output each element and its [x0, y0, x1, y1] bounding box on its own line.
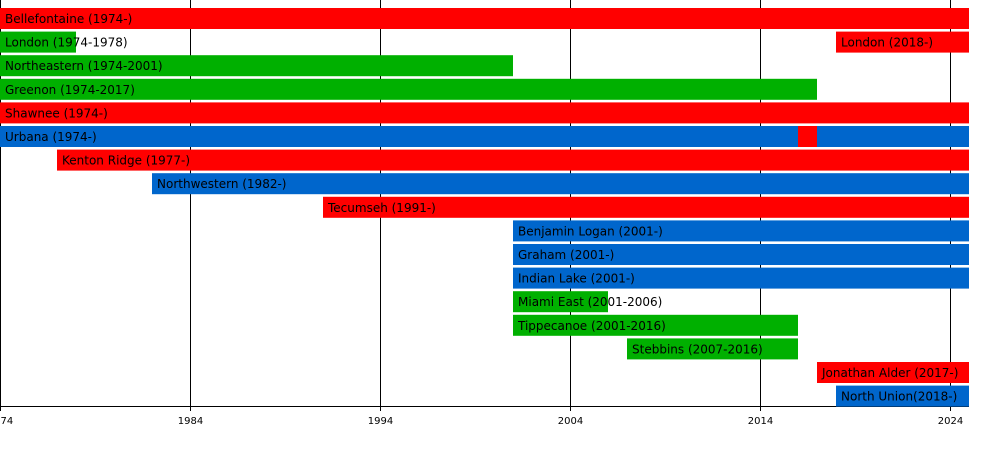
bar: [798, 126, 817, 147]
bar-label: Indian Lake (2001-): [518, 272, 635, 286]
bar: [0, 126, 798, 147]
x-tick-label: 1974: [0, 416, 13, 427]
bar: [836, 385, 969, 407]
bar-label: London (1974-1978): [5, 36, 128, 50]
bar-label: Northwestern (1982-): [157, 177, 286, 191]
bar: [0, 31, 76, 53]
bar: [0, 78, 817, 100]
bar-label: Tecumseh (1991-): [327, 201, 436, 215]
x-tick-label: 2024: [938, 416, 963, 427]
bar-label: Urbana (1974-): [5, 130, 97, 144]
bar: [513, 220, 969, 242]
bar: [0, 55, 513, 77]
x-tick-label: 1994: [368, 416, 393, 427]
bar-label: Northeastern (1974-2001): [5, 59, 163, 73]
bar-label: Kenton Ridge (1977-): [62, 154, 190, 168]
bar: [817, 362, 969, 383]
bar-label: Greenon (1974-2017): [5, 83, 135, 97]
bar-label: North Union(2018-): [841, 390, 957, 404]
bar-label: Tippecanoe (2001-2016): [517, 319, 666, 333]
bar-label: London (2018-): [841, 36, 933, 50]
bar: [513, 244, 969, 265]
bar: [817, 126, 969, 147]
bar-label: Bellefontaine (1974-): [5, 12, 132, 26]
bar: [152, 173, 969, 195]
bar-label: Miami East (2001-2006): [518, 295, 662, 309]
bar: [0, 8, 969, 29]
bar-label: Benjamin Logan (2001-): [518, 224, 663, 238]
bar: [513, 314, 798, 336]
bar: [513, 267, 969, 289]
bar-label: Jonathan Alder (2017-): [821, 366, 958, 380]
bar-label: Graham (2001-): [518, 248, 614, 262]
bar: [323, 196, 969, 218]
x-tick-label: 2014: [748, 416, 773, 427]
x-tick-label: 2004: [558, 416, 583, 427]
x-tick-label: 1984: [178, 416, 203, 427]
bar: [627, 338, 798, 360]
bar: [57, 149, 969, 171]
bar: [0, 102, 969, 124]
bar: [836, 31, 969, 53]
bar: [513, 291, 608, 313]
bar-label: Shawnee (1974-): [5, 106, 108, 120]
bar-label: Stebbins (2007-2016): [632, 342, 763, 356]
